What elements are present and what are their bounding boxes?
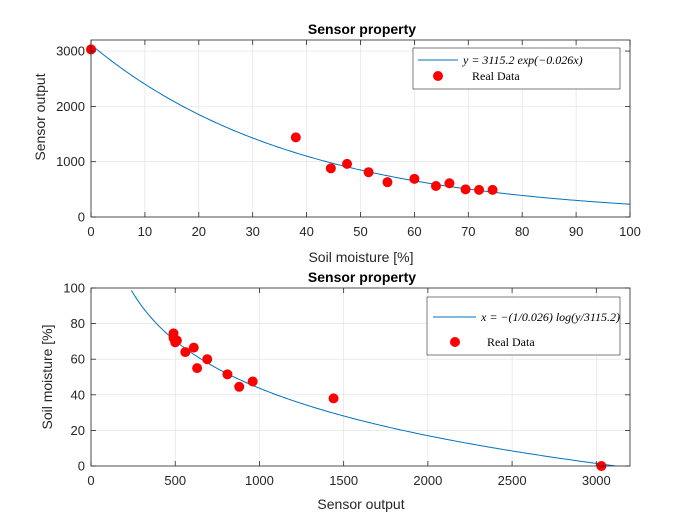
data-point bbox=[325, 163, 336, 174]
x-tick-label: 20 bbox=[192, 224, 206, 239]
x-tick-label: 2500 bbox=[498, 473, 527, 488]
fit-curve-layer bbox=[90, 44, 631, 205]
y-tick-label: 3000 bbox=[56, 44, 85, 59]
data-point bbox=[222, 369, 233, 380]
data-point bbox=[188, 342, 199, 353]
data-point bbox=[171, 335, 182, 346]
chart-soil-to-sensor: Sensor property 0 10 20 30 40 50 60 70 80 90 10001… bbox=[32, 21, 641, 265]
data-point bbox=[202, 354, 213, 365]
x-axis-label: Sensor output bbox=[317, 496, 404, 512]
chart-sensor-to-soil: Sensor property 0 500 1000 1500 2000 2500 3000… bbox=[39, 269, 631, 512]
x-tick-label: 60 bbox=[407, 224, 421, 239]
x-tick-label: 500 bbox=[164, 473, 186, 488]
y-axis-label: Soil moisture [%] bbox=[39, 324, 55, 429]
legend: y = 3115.2 exp(−0.026x) Real Data bbox=[412, 47, 621, 90]
legend-series-label: Real Data bbox=[472, 69, 520, 83]
data-point bbox=[430, 181, 441, 192]
x-tick-label: 0 bbox=[87, 473, 94, 488]
y-tick-label: 0 bbox=[78, 210, 85, 225]
data-point bbox=[409, 173, 420, 184]
legend-box bbox=[426, 296, 621, 356]
data-point bbox=[342, 158, 353, 169]
legend-point-marker bbox=[433, 71, 443, 81]
data-point bbox=[487, 184, 498, 195]
legend: x = −(1/0.026) log(y/3115.2) Real Data bbox=[426, 296, 621, 356]
data-point bbox=[290, 132, 301, 143]
y-tick-label: 60 bbox=[71, 352, 85, 367]
data-point bbox=[328, 393, 339, 404]
data-point bbox=[180, 347, 191, 358]
x-axis-label: Soil moisture [%] bbox=[308, 249, 413, 265]
legend-fit-label: y = 3115.2 exp(−0.026x) bbox=[462, 53, 583, 67]
x-tick-label: 1500 bbox=[329, 473, 358, 488]
x-tick-label: 3000 bbox=[582, 473, 611, 488]
fit-curve-layer bbox=[131, 290, 615, 467]
fit-curve bbox=[131, 290, 615, 467]
x-tick-label: 0 bbox=[87, 224, 94, 239]
legend-series-label: Real Data bbox=[487, 335, 535, 349]
x-tick-label: 10 bbox=[138, 224, 152, 239]
data-point bbox=[444, 178, 455, 189]
data-points-layer bbox=[86, 44, 498, 195]
x-tick-label: 40 bbox=[299, 224, 313, 239]
legend-box bbox=[412, 47, 621, 90]
legend-fit-label: x = −(1/0.026) log(y/3115.2) bbox=[480, 310, 620, 324]
x-tick-label: 1000 bbox=[245, 473, 274, 488]
x-tick-label: 70 bbox=[461, 224, 475, 239]
data-point bbox=[363, 167, 374, 178]
y-tick-label: 40 bbox=[71, 387, 85, 402]
x-tick-label: 80 bbox=[515, 224, 529, 239]
x-tick-label: 90 bbox=[569, 224, 583, 239]
x-tick-label: 30 bbox=[245, 224, 259, 239]
plot-area-border bbox=[90, 287, 631, 467]
data-point bbox=[192, 363, 203, 374]
y-tick-label: 20 bbox=[71, 423, 85, 438]
x-tick-label: 50 bbox=[353, 224, 367, 239]
x-tick-label: 2000 bbox=[413, 473, 442, 488]
data-point bbox=[474, 184, 485, 195]
y-axis-label: Sensor output bbox=[32, 73, 48, 160]
chart-title: Sensor property bbox=[308, 21, 416, 37]
y-tick-label: 100 bbox=[63, 281, 85, 296]
y-tick-label: 2000 bbox=[56, 99, 85, 114]
data-point bbox=[460, 184, 471, 195]
data-point bbox=[382, 177, 393, 188]
y-tick-label: 0 bbox=[78, 459, 85, 474]
data-point bbox=[247, 376, 258, 387]
x-tick-label: 100 bbox=[619, 224, 641, 239]
chart-title: Sensor property bbox=[308, 269, 416, 285]
legend-point-marker bbox=[450, 337, 460, 347]
data-points-layer bbox=[168, 328, 607, 471]
y-tick-label: 1000 bbox=[56, 154, 85, 169]
ticks: 0 500 1000 1500 2000 2500 3000 0 20 40 60 80 100 bbox=[63, 281, 630, 488]
y-tick-label: 80 bbox=[71, 316, 85, 331]
data-point bbox=[234, 381, 245, 392]
fit-curve bbox=[90, 44, 631, 205]
